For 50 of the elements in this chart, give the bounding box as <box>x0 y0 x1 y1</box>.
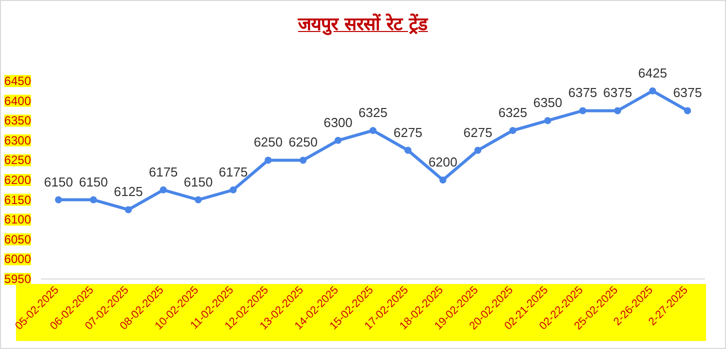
point <box>300 156 307 164</box>
point <box>194 196 202 204</box>
chart-title: जयपुर सरसों रेट ट्रेंड <box>296 12 430 35</box>
y-tick-label: 6400 <box>4 94 32 108</box>
data-label: 6125 <box>114 184 143 200</box>
y-tick-label: 6300 <box>4 133 32 148</box>
point <box>370 127 376 134</box>
point <box>614 107 622 114</box>
data-label: 6150 <box>78 174 108 190</box>
y-tick-label: 6350 <box>4 114 32 128</box>
point <box>509 127 516 134</box>
data-label: 6250 <box>254 134 283 150</box>
point <box>90 196 97 204</box>
data-label: 6325 <box>498 105 528 120</box>
point <box>684 107 692 114</box>
y-tick-label: 6200 <box>4 173 32 187</box>
data-label: 6150 <box>44 174 73 190</box>
y-tick-label: 6250 <box>4 153 32 168</box>
point <box>160 186 167 194</box>
point <box>544 117 552 124</box>
point <box>230 186 237 194</box>
data-label: 6175 <box>218 164 248 180</box>
data-label: 6275 <box>393 124 422 140</box>
y-tick-label: 6450 <box>4 74 32 88</box>
data-label: 6175 <box>148 164 178 180</box>
point <box>404 146 412 154</box>
data-label: 6150 <box>184 174 213 190</box>
y-tick-label: 6050 <box>4 232 32 246</box>
data-label: 6350 <box>533 95 562 110</box>
data-label: 6375 <box>673 85 702 100</box>
point <box>334 136 342 144</box>
y-tick-label: 5950 <box>4 272 32 286</box>
point <box>264 156 272 164</box>
data-label: 6425 <box>638 65 668 80</box>
point <box>649 87 656 94</box>
y-tick-label: 6100 <box>4 212 32 227</box>
data-label: 6200 <box>428 154 458 170</box>
data-label: 6375 <box>568 85 598 100</box>
point <box>439 176 446 184</box>
y-tick-label: 6000 <box>4 252 32 266</box>
point <box>54 196 62 204</box>
data-label: 6325 <box>358 105 388 120</box>
point <box>579 107 586 114</box>
data-label: 6275 <box>463 124 492 140</box>
data-label: 6375 <box>603 85 632 100</box>
point <box>474 146 482 154</box>
data-label: 6300 <box>324 114 353 130</box>
data-label: 6250 <box>288 134 318 150</box>
point <box>124 206 132 214</box>
y-tick-label: 6150 <box>4 192 32 207</box>
